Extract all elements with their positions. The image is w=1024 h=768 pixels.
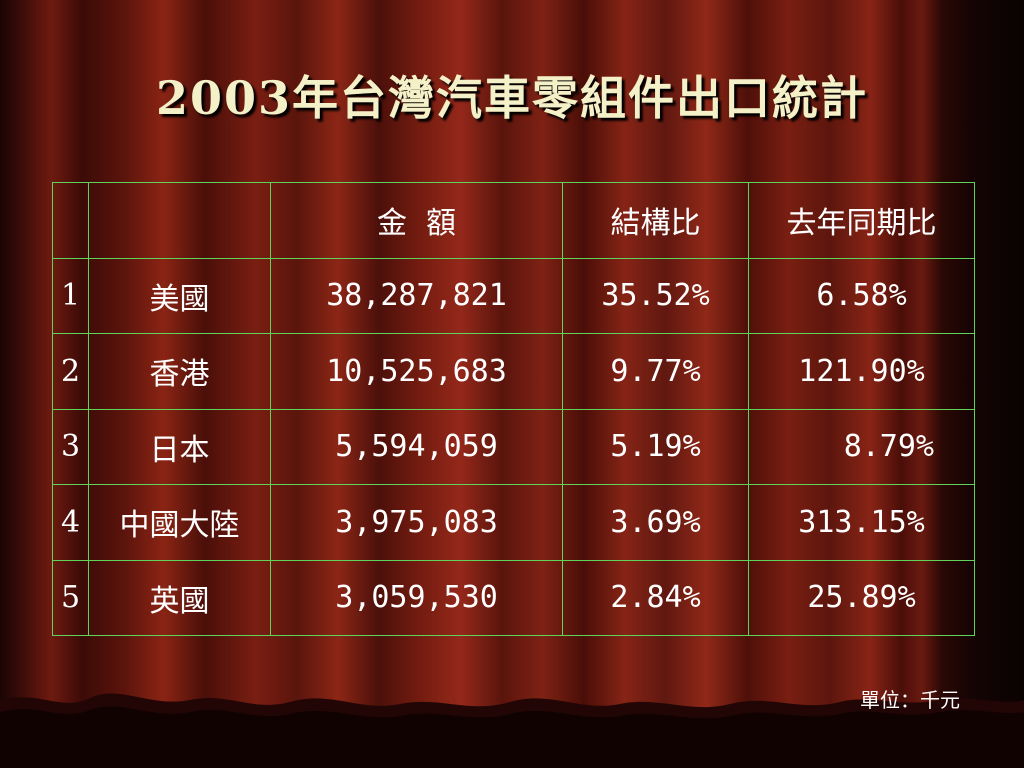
table-row: 5 英國 3,059,530 2.84% 25.89% bbox=[52, 559, 975, 636]
rank-cell: 1 bbox=[52, 257, 89, 334]
yoy-cell: 25.89% bbox=[748, 559, 975, 636]
amount-cell: 5,594,059 bbox=[270, 408, 563, 485]
country-cell: 美國 bbox=[88, 257, 271, 334]
table-row: 2 香港 10,525,683 9.77% 121.90% bbox=[52, 333, 975, 410]
country-cell: 中國大陸 bbox=[88, 484, 271, 561]
table-header-row: 金 額 結構比 去年同期比 bbox=[52, 182, 975, 259]
share-cell: 2.84% bbox=[562, 559, 749, 636]
yoy-cell: 313.15% bbox=[748, 484, 975, 561]
share-cell: 3.69% bbox=[562, 484, 749, 561]
amount-cell: 3,059,530 bbox=[270, 559, 563, 636]
unit-note: 單位：千元 bbox=[860, 688, 960, 712]
amount-cell: 38,287,821 bbox=[270, 257, 563, 334]
amount-cell: 10,525,683 bbox=[270, 333, 563, 410]
table-row: 4 中國大陸 3,975,083 3.69% 313.15% bbox=[52, 484, 975, 561]
table-row: 3 日本 5,594,059 5.19% 8.79% bbox=[52, 408, 975, 485]
rank-cell: 2 bbox=[52, 333, 89, 410]
rank-cell: 4 bbox=[52, 484, 89, 561]
country-cell: 香港 bbox=[88, 333, 271, 410]
country-cell: 英國 bbox=[88, 559, 271, 636]
header-share: 結構比 bbox=[562, 182, 749, 259]
yoy-cell: 121.90% bbox=[748, 333, 975, 410]
header-country bbox=[88, 182, 271, 259]
rank-cell: 3 bbox=[52, 408, 89, 485]
export-stats-table: 金 額 結構比 去年同期比 1 美國 38,287,821 35.52% 6.5… bbox=[52, 182, 975, 636]
header-amount: 金 額 bbox=[270, 182, 563, 259]
table-row: 1 美國 38,287,821 35.52% 6.58% bbox=[52, 257, 975, 334]
share-cell: 35.52% bbox=[562, 257, 749, 334]
share-cell: 5.19% bbox=[562, 408, 749, 485]
header-yoy: 去年同期比 bbox=[748, 182, 975, 259]
share-cell: 9.77% bbox=[562, 333, 749, 410]
yoy-cell: 6.58% bbox=[748, 257, 975, 334]
rank-cell: 5 bbox=[52, 559, 89, 636]
yoy-cell: 8.79% bbox=[748, 408, 975, 485]
amount-cell: 3,975,083 bbox=[270, 484, 563, 561]
slide-title: 2003年台灣汽車零組件出口統計 bbox=[155, 71, 869, 125]
header-rank bbox=[52, 182, 89, 259]
country-cell: 日本 bbox=[88, 408, 271, 485]
